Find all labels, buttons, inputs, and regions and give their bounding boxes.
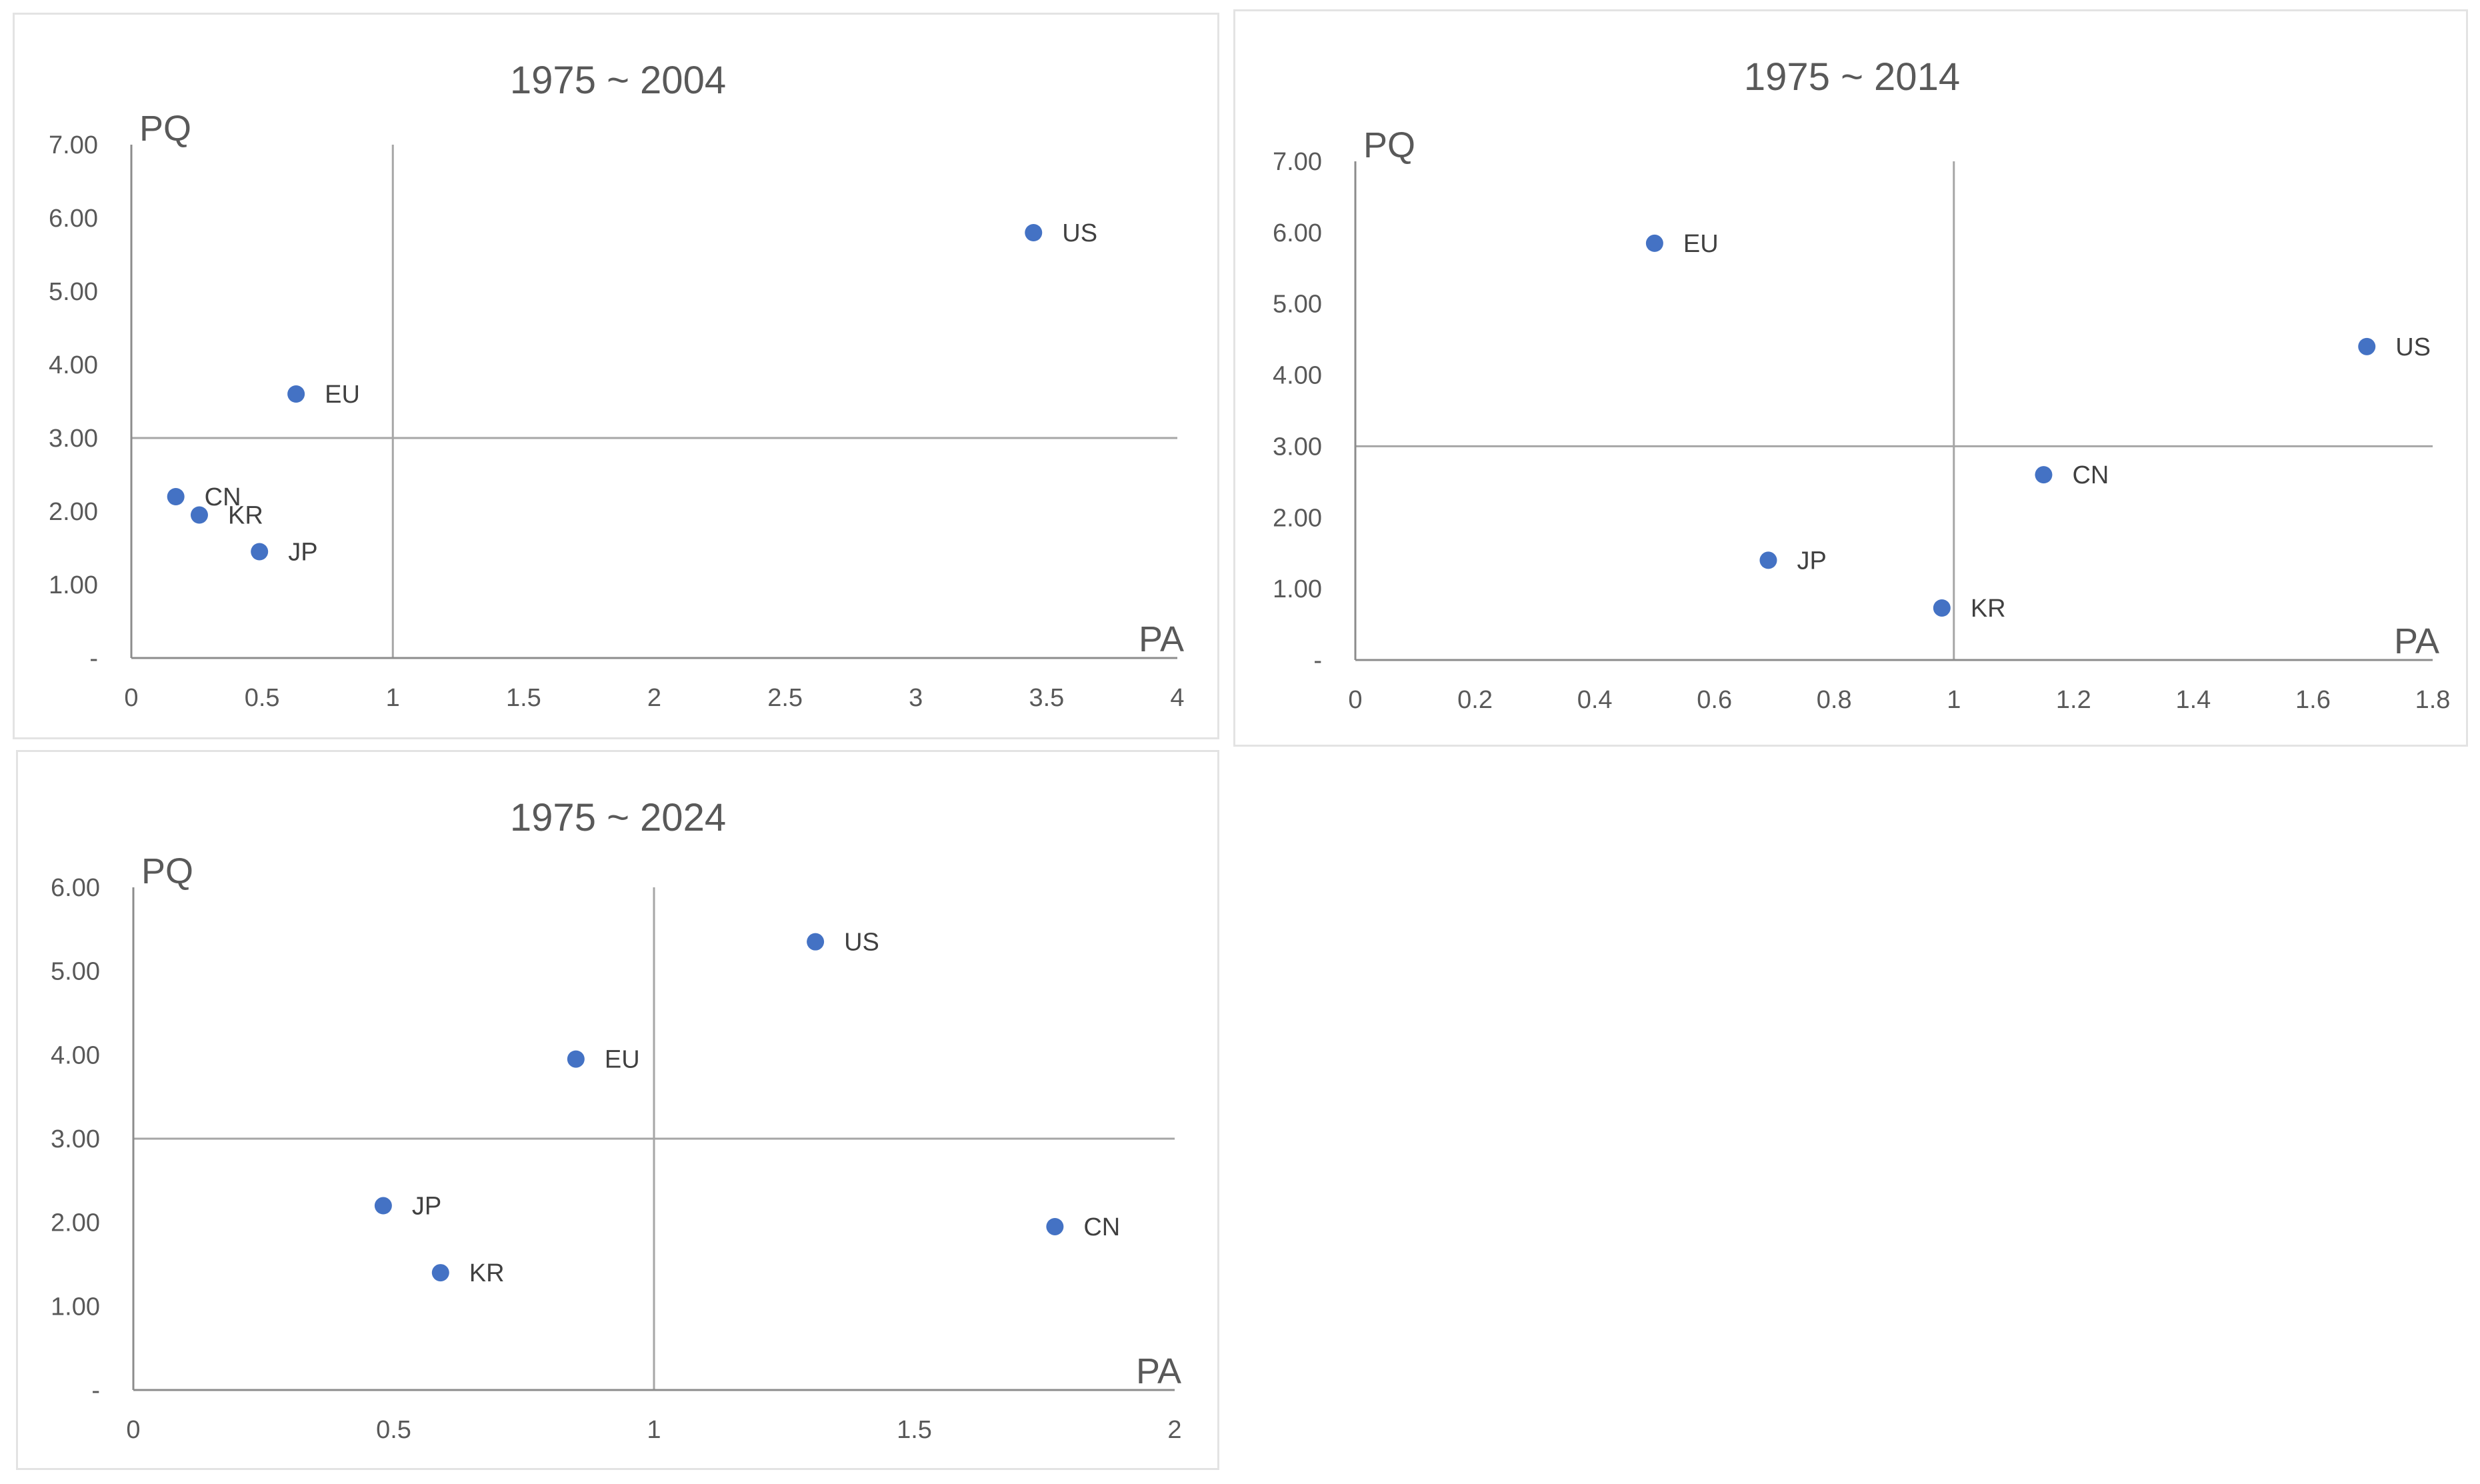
x-axis-label: PA: [1139, 619, 1184, 659]
y-axis-label: PQ: [1363, 125, 1415, 165]
x-tick-label: 0.5: [245, 684, 280, 712]
chart-title: 1975 ~ 2004: [510, 59, 726, 102]
y-tick-label: 4.00: [51, 1041, 100, 1069]
data-point-us: [807, 933, 825, 951]
x-tick-label: 1.5: [506, 684, 541, 712]
data-point-jp: [251, 543, 269, 561]
data-point-jp: [374, 1197, 392, 1215]
chart-panel-1975-2004: 0 0.5 1 1.5 2 2.5 3 3.5 4 - 1.00 2.00 3.00 4.00 5.00 6…: [13, 13, 1219, 739]
y-tick-label: 2.00: [1273, 504, 1322, 532]
y-tick-label: -: [89, 645, 98, 673]
y-tick-label: 5.00: [1273, 291, 1322, 319]
data-label-jp: JP: [412, 1193, 441, 1221]
x-tick-label: 2.5: [767, 684, 803, 712]
x-tick-label: 1.6: [2295, 686, 2331, 714]
scatter-chart-svg: 0 0.2 0.4 0.6 0.8 1 1.2 1.4 1.6 1.8 - 1.00 2.00 3.00…: [1273, 55, 2451, 714]
data-point-kr: [431, 1264, 449, 1282]
y-tick-label: -: [1313, 647, 1322, 675]
x-tick-label: 3.5: [1029, 684, 1064, 712]
x-tick-label: 0.4: [1577, 686, 1613, 714]
data-label-us: US: [2395, 333, 2431, 361]
x-tick-label: 0: [124, 684, 138, 712]
data-point-eu: [567, 1050, 585, 1068]
x-tick-label: 0: [126, 1416, 140, 1444]
x-axis-label: PA: [2394, 621, 2439, 661]
y-tick-label: 5.00: [49, 278, 98, 306]
data-label-eu: EU: [325, 381, 360, 409]
data-label-eu: EU: [1683, 230, 1719, 258]
x-tick-label: 0.6: [1697, 686, 1732, 714]
x-axis-label: PA: [1136, 1351, 1181, 1391]
x-tick-label: 2: [1167, 1416, 1181, 1444]
y-tick-label: 3.00: [49, 425, 98, 453]
data-label-jp: JP: [288, 539, 317, 567]
data-point-eu: [287, 385, 305, 403]
x-tick-label: 0.8: [1817, 686, 1852, 714]
data-point-cn: [2035, 466, 2053, 484]
y-tick-label: 2.00: [49, 498, 98, 526]
data-label-cn: CN: [2072, 461, 2109, 489]
x-tick-label: 1.2: [2056, 686, 2091, 714]
y-tick-label: 6.00: [1273, 219, 1322, 247]
x-tick-label: 0.2: [1457, 686, 1493, 714]
x-tick-label: 1.5: [897, 1416, 932, 1444]
data-label-kr: KR: [469, 1259, 505, 1287]
x-tick-label: 1: [647, 1416, 661, 1444]
data-label-kr: KR: [228, 502, 263, 530]
chart-panel-1975-2014: 0 0.2 0.4 0.6 0.8 1 1.2 1.4 1.6 1.8 - 1.00 2.00 3.00…: [1233, 9, 2468, 747]
chart-title: 1975 ~ 2024: [510, 796, 726, 839]
scatter-chart-svg: 0 0.5 1 1.5 2 2.5 3 3.5 4 - 1.00 2.00 3.00 4.00 5.00 6…: [49, 59, 1185, 712]
data-point-kr: [190, 506, 208, 524]
x-tick-label: 1.8: [2415, 686, 2451, 714]
chart-panel-1975-2024: 0 0.5 1 1.5 2 - 1.00 2.00 3.00 4.00 5.00 6.00 1975…: [16, 750, 1219, 1470]
y-tick-label: 1.00: [1273, 575, 1322, 603]
data-label-cn: CN: [1083, 1213, 1120, 1241]
chart-title: 1975 ~ 2014: [1744, 55, 1960, 99]
x-tick-label: 1: [1947, 686, 1961, 714]
x-tick-label: 3: [909, 684, 923, 712]
x-tick-label: 0.5: [376, 1416, 411, 1444]
y-tick-label: 2.00: [51, 1209, 100, 1237]
data-point-cn: [167, 488, 185, 505]
y-tick-label: 4.00: [49, 351, 98, 379]
y-tick-label: 7.00: [1273, 148, 1322, 176]
scatter-chart-svg: 0 0.5 1 1.5 2 - 1.00 2.00 3.00 4.00 5.00 6.00 1975…: [51, 796, 1182, 1444]
y-tick-label: -: [91, 1377, 100, 1405]
x-tick-label: 1: [386, 684, 400, 712]
y-tick-label: 4.00: [1273, 362, 1322, 390]
data-point-jp: [1759, 551, 1777, 569]
y-tick-label: 1.00: [51, 1293, 100, 1321]
data-point-us: [1025, 224, 1043, 241]
x-tick-label: 2: [647, 684, 661, 712]
y-axis-label: PQ: [139, 109, 191, 149]
data-label-us: US: [844, 929, 879, 957]
y-tick-label: 1.00: [49, 571, 98, 599]
y-tick-label: 6.00: [49, 205, 98, 233]
x-tick-label: 4: [1170, 684, 1184, 712]
data-point-kr: [1933, 599, 1951, 617]
y-tick-label: 3.00: [51, 1125, 100, 1153]
x-tick-label: 0: [1348, 686, 1362, 714]
data-label-jp: JP: [1797, 547, 1826, 575]
y-tick-label: 6.00: [51, 874, 100, 902]
y-tick-label: 3.00: [1273, 433, 1322, 461]
data-label-kr: KR: [1971, 595, 2006, 623]
y-axis-label: PQ: [141, 851, 193, 891]
y-tick-label: 5.00: [51, 958, 100, 986]
x-tick-label: 1.4: [2175, 686, 2211, 714]
data-label-eu: EU: [605, 1046, 640, 1074]
data-point-eu: [1645, 234, 1663, 252]
data-label-us: US: [1062, 219, 1097, 247]
y-tick-label: 7.00: [49, 131, 98, 159]
data-point-cn: [1046, 1217, 1064, 1235]
data-point-us: [2358, 337, 2376, 355]
data-label-cn: CN: [205, 483, 241, 511]
